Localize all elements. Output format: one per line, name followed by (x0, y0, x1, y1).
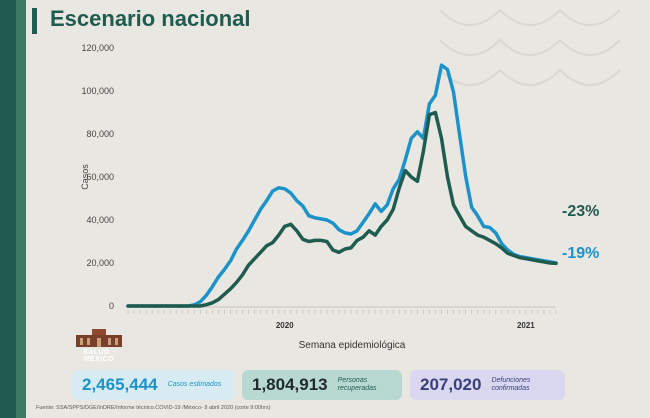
stat-cases-label: Casos estimados (167, 381, 222, 388)
y-tick-label: 0 (109, 301, 114, 311)
stat-cases-value: 2,465,444 (82, 375, 158, 394)
stat-recovered-value: 1,804,913 (252, 375, 328, 394)
y-tick-label: 40,000 (86, 215, 114, 225)
series-line-dark-green (126, 110, 558, 308)
y-tick-label: 60,000 (86, 172, 114, 182)
x-tick-label: 2021 (517, 321, 535, 330)
title-accent-bar (32, 8, 37, 34)
series-line-light-blue (126, 63, 558, 308)
logo-text: SALUD · MÉXICO (83, 349, 115, 363)
stat-deaths-label: Defunciones confirmadas (491, 377, 531, 392)
annotation-dark-series: -23% (562, 203, 600, 220)
x-tick-label: 2020 (276, 321, 294, 330)
stat-deaths-value: 207,020 (420, 375, 482, 394)
left-decor-band-inner (16, 0, 26, 418)
page-title: Escenario nacional (50, 6, 251, 31)
y-axis-ticks: 0 20,000 40,000 60,000 80,000 100,000 120,000 (81, 43, 114, 311)
background-ornament (439, 8, 621, 86)
y-tick-label: 100,000 (81, 86, 114, 96)
source-note: Fuente: SSA/SPPS/DGE/InDRE/Informe técni… (36, 405, 271, 411)
x-axis-label: Semana epidemiológica (299, 340, 406, 351)
stat-recovered-label: Personas recuperadas (337, 377, 377, 392)
left-decor-band (0, 0, 16, 418)
series-lines (126, 63, 558, 308)
stat-deaths: 207,020 Defunciones confirmadas (410, 370, 565, 400)
x-axis-ticks: 2020 2021 (127, 310, 557, 330)
stat-cases: 2,465,444 Casos estimados (72, 370, 234, 400)
y-tick-label: 80,000 (86, 129, 114, 139)
y-axis-label: Casos (80, 164, 90, 190)
stat-recovered: 1,804,913 Personas recuperadas (242, 370, 402, 400)
salud-logo: SALUD · MÉXICO (70, 325, 128, 363)
y-tick-label: 20,000 (86, 258, 114, 268)
annotation-light-series: -19% (562, 245, 600, 262)
y-tick-label: 120,000 (81, 43, 114, 53)
building-icon (76, 329, 122, 347)
